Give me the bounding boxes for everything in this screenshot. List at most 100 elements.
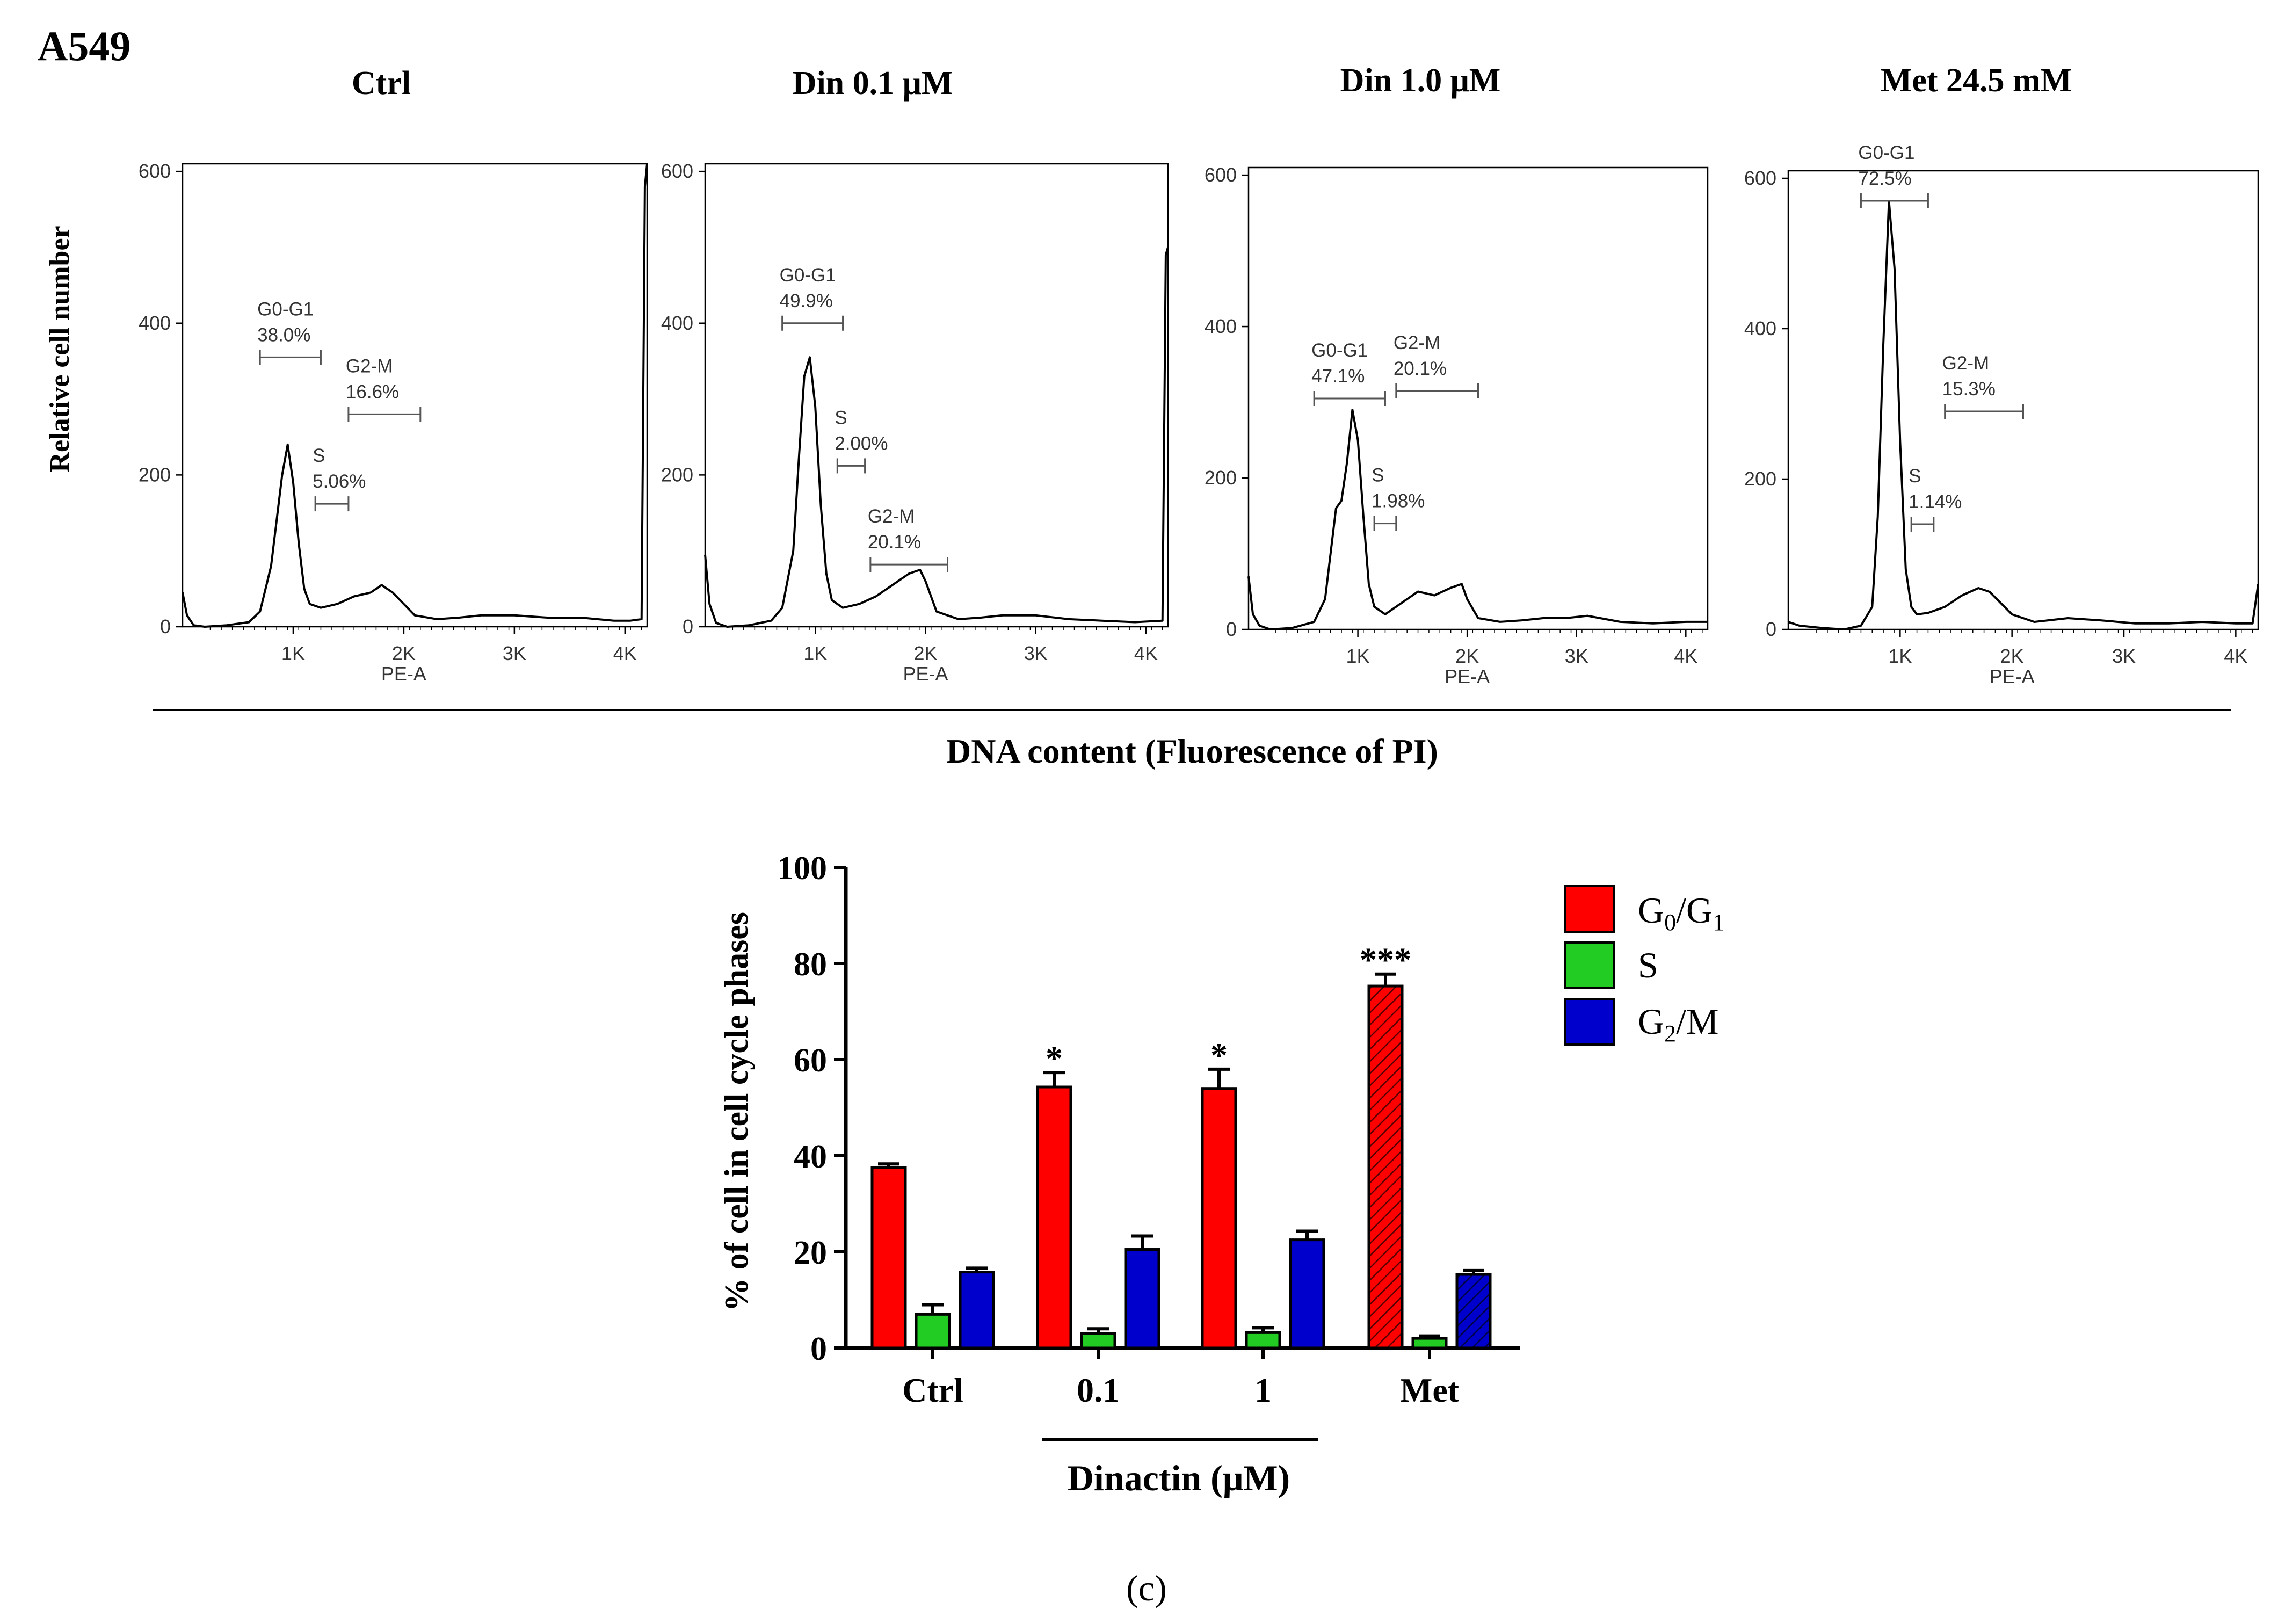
gate-name-label: S — [1909, 466, 1921, 487]
gate-value-label: 49.9% — [780, 291, 833, 311]
x-tick-label: 4K — [1134, 642, 1158, 664]
histogram-title-din01: Din 0.1 μM — [793, 65, 953, 102]
bar-y-tick-label: 80 — [794, 946, 827, 983]
x-tick-label: 3K — [1024, 642, 1048, 664]
legend-item-g2m: G2/M — [1564, 998, 1718, 1047]
histogram-curve — [704, 247, 1169, 628]
gate-name-label: S — [1372, 465, 1384, 486]
gate-value-label: 1.98% — [1372, 491, 1425, 512]
bar-g0g1-1 — [1201, 1087, 1237, 1350]
histogram-plot-ctrl: 0 200 400 600 1K 2K 3K 4K PE-A G0-G1 38.0% S 5.06% G2… — [139, 160, 648, 685]
gate-value-label: 16.6% — [346, 381, 399, 402]
gate-name-label: S — [313, 445, 325, 466]
gate-name-label: G2-M — [1942, 353, 1990, 374]
gate-value-label: 47.1% — [1311, 366, 1365, 387]
gate-g0-g1: G0-G1 49.9% — [780, 265, 844, 331]
bar-g0g1-met — [1367, 984, 1404, 1350]
gate-s: S 1.14% — [1909, 466, 1962, 532]
bar-chart: % of cell in cell cycle phases 0 20 40 60 80… — [719, 850, 1724, 1498]
y-tick-label: 0 — [1766, 618, 1776, 640]
histogram-frame — [1247, 166, 1709, 630]
gate-name-label: S — [835, 407, 847, 428]
x-tick-label: 2K — [1455, 645, 1479, 667]
bar-g0g1-ctrl — [870, 1166, 907, 1350]
panel-label: (c) — [1126, 1568, 1166, 1608]
y-tick-label: 0 — [160, 615, 171, 637]
gate-g0-g1: G0-G1 47.1% — [1311, 340, 1386, 406]
x-axis-label: PE-A — [1445, 665, 1490, 687]
gate-name-label: G0-G1 — [780, 265, 836, 286]
histogram-curve — [182, 163, 648, 628]
y-tick-label: 0 — [683, 615, 693, 637]
bar-category-label: Met — [1400, 1371, 1460, 1409]
bar-g2m-met — [1455, 1273, 1492, 1350]
legend-label-g2m: G2/M — [1638, 1001, 1718, 1047]
histogram-panel-din01: Din 0.1 μM 0 200 400 600 1K 2K 3K 4K PE-A G0-G1 49… — [661, 65, 1169, 685]
y-tick-label: 600 — [139, 160, 171, 182]
y-tick-label: 200 — [1205, 467, 1237, 489]
y-tick-label: 400 — [661, 312, 693, 334]
histogram-curve — [1247, 409, 1708, 630]
bar-s-1 — [1245, 1331, 1281, 1350]
bar-y-tick-label: 100 — [777, 850, 827, 887]
legend-item-g0g1: G0/G1 — [1564, 885, 1724, 936]
legend-label-s: S — [1638, 945, 1658, 985]
legend-item-s: S — [1564, 941, 1658, 989]
x-tick-label: 2K — [2000, 645, 2024, 667]
gate-value-label: 72.5% — [1858, 168, 1911, 189]
gate-g2-m: G2-M 16.6% — [346, 356, 422, 422]
bar-category-label: 0.1 — [1077, 1371, 1120, 1409]
cell-line-label: A549 — [38, 23, 130, 69]
significance-marker: * — [1210, 1036, 1228, 1074]
gate-g2-m: G2-M 20.1% — [1394, 332, 1479, 398]
x-tick-label: 1K — [803, 642, 827, 664]
legend-swatch-g2m — [1564, 998, 1615, 1046]
histogram-curve — [1788, 200, 2259, 630]
y-tick-label: 600 — [1744, 167, 1776, 189]
bar-category-label: Ctrl — [902, 1371, 963, 1409]
gate-value-label: 20.1% — [1394, 358, 1447, 379]
gate-name-label: G2-M — [1394, 332, 1441, 353]
gate-name-label: G0-G1 — [257, 299, 314, 320]
bar-s-ctrl — [915, 1313, 951, 1350]
x-axis-label: PE-A — [903, 663, 948, 685]
histogram-plot-din01: 0 200 400 600 1K 2K 3K 4K PE-A G0-G1 49.9% S 2.00% G2… — [661, 160, 1169, 685]
bar-g2m-1 — [1289, 1238, 1325, 1350]
y-tick-label: 200 — [1744, 468, 1776, 490]
x-tick-label: 1K — [281, 642, 305, 664]
gate-value-label: 1.14% — [1909, 491, 1962, 512]
histogram-plot-met: 0 200 400 600 1K 2K 3K 4K PE-A G0-G1 72.5% S 1.14% G2… — [1744, 142, 2259, 687]
gate-name-label: G2-M — [346, 356, 393, 376]
gate-g0-g1: G0-G1 72.5% — [1858, 142, 1929, 208]
y-tick-label: 200 — [139, 463, 171, 485]
bar-y-tick-label: 60 — [794, 1042, 827, 1079]
x-tick-label: 1K — [1346, 645, 1370, 667]
x-tick-label: 3K — [503, 642, 526, 664]
histogram-title-din10: Din 1.0 μM — [1340, 62, 1501, 99]
x-tick-label: 1K — [1888, 645, 1912, 667]
gate-value-label: 2.00% — [835, 433, 888, 454]
x-tick-label: 2K — [392, 642, 416, 664]
histogram-plot-din10: 0 200 400 600 1K 2K 3K 4K PE-A G0-G1 47.1% S 1.98% G2… — [1205, 164, 1709, 687]
histogram-panel-met: Met 24.5 mM 0 200 400 600 1K 2K 3K 4K PE-A G0-G1 7… — [1744, 62, 2259, 687]
bar-s-met — [1411, 1337, 1448, 1350]
gate-g0-g1: G0-G1 38.0% — [257, 299, 322, 365]
bar-y-tick-label: 20 — [794, 1235, 827, 1271]
y-tick-label: 200 — [661, 463, 693, 485]
bar-y-tick-label: 0 — [810, 1331, 827, 1367]
dinactin-group-label: Dinactin (μM) — [1068, 1458, 1290, 1498]
gate-value-label: 20.1% — [868, 532, 921, 553]
legend-swatch-g0g1 — [1564, 885, 1615, 933]
bar-legend: G0/G1 S G2/M — [1564, 885, 1724, 1047]
x-tick-label: 4K — [2224, 645, 2247, 667]
y-tick-label: 400 — [139, 312, 171, 334]
histogram-panel-din10: Din 1.0 μM 0 200 400 600 1K 2K 3K 4K PE-A G0-G1 47… — [1205, 62, 1709, 687]
y-tick-label: 0 — [1226, 618, 1237, 640]
histogram-frame — [182, 163, 648, 628]
histogram-frame — [1787, 170, 2259, 630]
histogram-y-axis-label: Relative cell number — [45, 226, 75, 472]
bar-category-label: 1 — [1254, 1371, 1272, 1409]
legend-label-g0g1: G0/G1 — [1638, 890, 1724, 936]
y-tick-label: 400 — [1205, 315, 1237, 337]
